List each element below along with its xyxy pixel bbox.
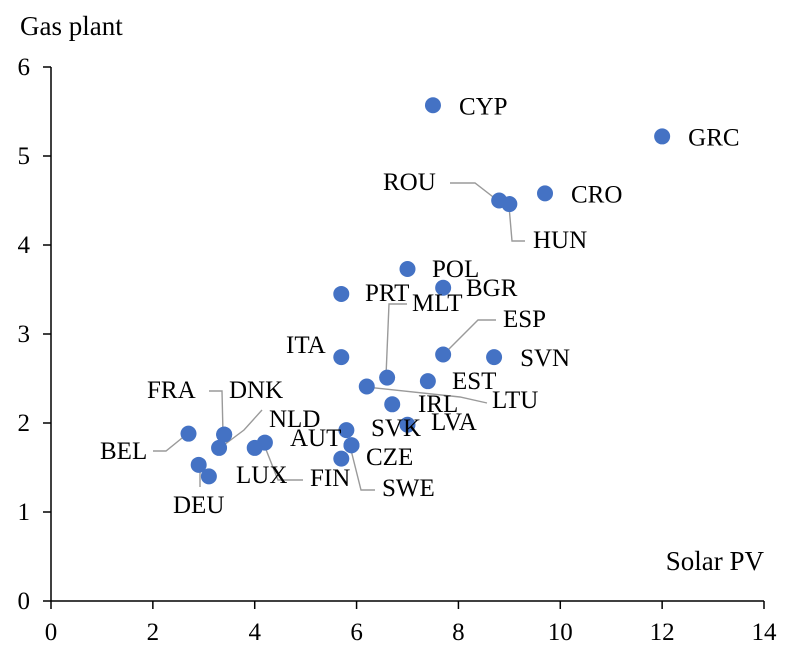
data-points: [180, 97, 671, 485]
data-point: [537, 185, 554, 202]
data-point: [654, 128, 671, 145]
point-label: SVN: [520, 345, 570, 372]
point-label: BGR: [466, 275, 518, 302]
point-label: ROU: [383, 169, 436, 196]
axes: [50, 67, 764, 602]
data-point: [435, 346, 452, 363]
point-label: BEL: [100, 438, 147, 465]
data-point: [338, 422, 355, 439]
x-tick-label: 6: [350, 619, 363, 646]
point-label: EST: [452, 368, 496, 395]
y-axis-title: Gas plant: [20, 11, 123, 41]
data-point: [399, 416, 416, 433]
x-axis-title: Solar PV: [666, 546, 765, 576]
leader-line: [450, 182, 498, 201]
point-label: PRT: [365, 280, 409, 307]
data-point: [424, 97, 441, 114]
x-tick-label: 8: [452, 619, 465, 646]
point-label: CRO: [571, 181, 622, 208]
data-point: [379, 369, 396, 386]
data-point: [435, 279, 452, 296]
point-label: LUX: [236, 462, 287, 489]
leader-line: [264, 446, 303, 481]
data-point: [200, 468, 217, 485]
point-label: IRL: [418, 391, 458, 418]
point-label: ESP: [503, 306, 546, 333]
leader-line: [385, 303, 407, 377]
data-point: [333, 349, 350, 366]
point-label: DEU: [173, 492, 224, 519]
y-tick-label: 1: [18, 499, 31, 526]
point-label: CZE: [366, 444, 413, 471]
leader-line: [508, 205, 525, 242]
x-tick-label: 12: [650, 619, 675, 646]
y-tick-label: 2: [18, 410, 31, 437]
data-point: [180, 425, 197, 442]
point-label: SWE: [382, 475, 435, 502]
point-label: GRC: [688, 124, 739, 151]
point-label: SVK: [371, 415, 421, 442]
point-label: FIN: [310, 465, 350, 492]
point-label: HUN: [533, 227, 587, 254]
y-tick-label: 6: [18, 54, 31, 81]
y-tick-label: 5: [18, 143, 31, 170]
point-label: LTU: [492, 387, 538, 414]
x-tick-label: 14: [752, 619, 778, 646]
leader-line: [349, 445, 375, 491]
point-label: POL: [432, 256, 479, 283]
point-label: CYP: [459, 93, 508, 120]
x-tick-label: 4: [248, 619, 261, 646]
data-point: [419, 373, 436, 390]
data-point: [384, 396, 401, 413]
data-point: [501, 196, 518, 213]
y-tick-label: 0: [18, 588, 31, 615]
data-point: [216, 426, 233, 443]
data-point: [486, 349, 503, 366]
point-label: NLD: [269, 406, 320, 433]
label-leader-lines: [153, 182, 525, 491]
point-label: FRA: [147, 377, 196, 404]
x-tick-label: 0: [45, 619, 58, 646]
point-label: LVA: [431, 409, 477, 436]
leader-line: [209, 390, 224, 435]
x-tick-label: 10: [548, 619, 573, 646]
leader-line: [365, 386, 488, 404]
data-point: [343, 437, 360, 454]
y-tick-label: 4: [18, 232, 31, 259]
point-label: AUT: [290, 425, 341, 452]
data-point: [211, 439, 228, 456]
data-point: [358, 378, 375, 395]
data-point: [399, 261, 416, 278]
leader-line: [153, 433, 188, 452]
data-point: [190, 456, 207, 473]
point-label: ITA: [286, 332, 326, 359]
y-tick-label: 3: [18, 321, 31, 348]
point-label: MLT: [412, 290, 462, 317]
leader-line: [219, 409, 263, 449]
data-point: [246, 439, 263, 456]
data-point: [333, 285, 350, 302]
point-label: DNK: [229, 377, 283, 404]
data-point: [333, 450, 350, 467]
leader-line: [442, 319, 496, 356]
x-tick-label: 2: [147, 619, 160, 646]
